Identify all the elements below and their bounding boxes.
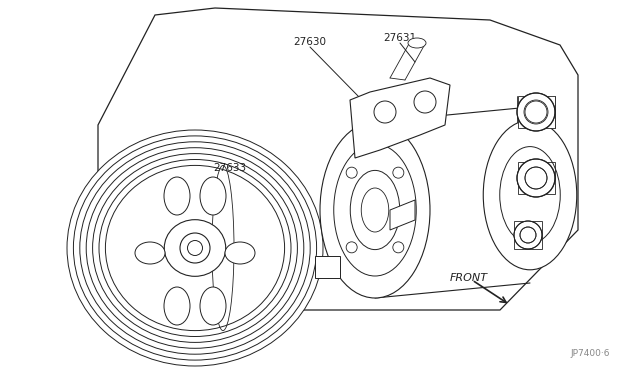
Ellipse shape	[414, 91, 436, 113]
Ellipse shape	[200, 177, 226, 215]
Text: FRONT: FRONT	[450, 273, 488, 283]
Ellipse shape	[346, 167, 357, 178]
Ellipse shape	[346, 242, 357, 253]
Ellipse shape	[180, 233, 210, 263]
Ellipse shape	[514, 221, 542, 249]
Ellipse shape	[483, 120, 577, 270]
Ellipse shape	[517, 159, 555, 197]
Ellipse shape	[164, 177, 190, 215]
Ellipse shape	[393, 242, 404, 253]
Text: JP7400·6: JP7400·6	[570, 349, 610, 358]
Ellipse shape	[517, 93, 555, 131]
Ellipse shape	[393, 167, 404, 178]
Ellipse shape	[350, 170, 400, 250]
Ellipse shape	[200, 287, 226, 325]
Ellipse shape	[188, 241, 202, 256]
Ellipse shape	[225, 242, 255, 264]
Polygon shape	[390, 200, 415, 230]
Polygon shape	[518, 162, 555, 194]
Text: 27630: 27630	[294, 37, 326, 47]
Ellipse shape	[135, 242, 165, 264]
Polygon shape	[350, 78, 450, 158]
Ellipse shape	[320, 122, 430, 298]
Ellipse shape	[164, 287, 190, 325]
Ellipse shape	[164, 220, 226, 276]
Text: 27633: 27633	[213, 163, 246, 173]
Ellipse shape	[67, 130, 323, 366]
Ellipse shape	[408, 38, 426, 48]
Text: 27631: 27631	[383, 33, 417, 43]
Polygon shape	[518, 96, 555, 128]
Polygon shape	[315, 256, 340, 278]
Polygon shape	[514, 221, 542, 249]
Ellipse shape	[374, 101, 396, 123]
